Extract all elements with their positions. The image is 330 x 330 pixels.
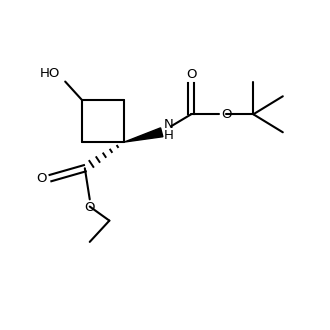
Text: O: O (186, 68, 196, 81)
Text: H: H (163, 129, 173, 142)
Text: O: O (36, 172, 47, 184)
Polygon shape (124, 128, 163, 142)
Text: N: N (163, 117, 173, 131)
Text: HO: HO (40, 67, 60, 80)
Text: O: O (222, 108, 232, 121)
Text: O: O (84, 201, 95, 214)
